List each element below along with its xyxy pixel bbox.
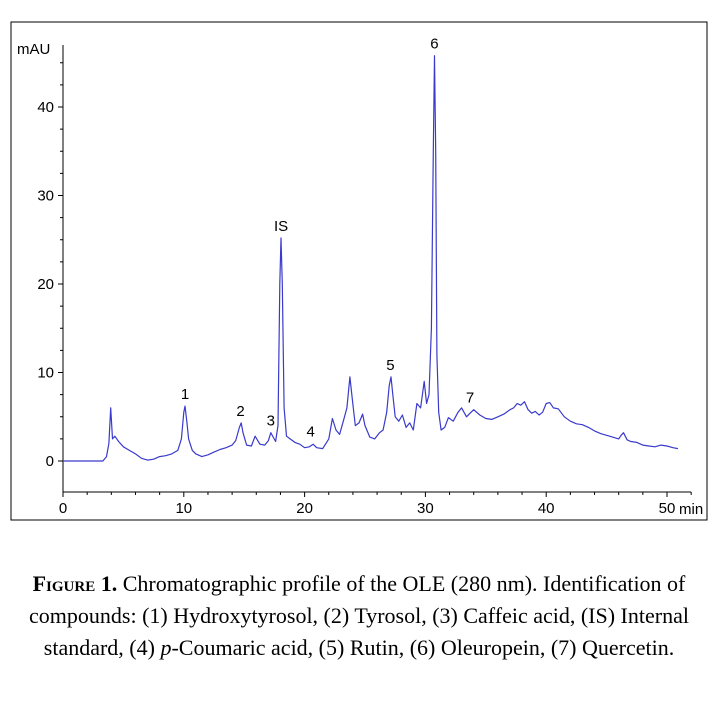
y-axis-unit: mAU xyxy=(17,41,50,58)
series-layer xyxy=(63,55,679,462)
peak-label: IS xyxy=(274,218,288,235)
x-tick-label: 0 xyxy=(59,500,67,517)
caption-label: Figure 1. xyxy=(32,571,118,596)
peak-label: 7 xyxy=(466,390,474,407)
chromatogram-trace xyxy=(63,55,679,462)
x-tick-label: 30 xyxy=(417,500,434,517)
axes: 0 10 20 30 40 0 10 20 30 40 50 xyxy=(37,45,692,517)
plot-frame xyxy=(10,21,708,521)
figure-caption: Figure 1. Chromatographic profile of the… xyxy=(22,568,696,664)
y-tick-label: 10 xyxy=(37,365,54,382)
peak-label: 2 xyxy=(236,403,244,420)
x-tick-label: 20 xyxy=(296,500,313,517)
x-tick-label: 40 xyxy=(538,500,555,517)
x-tick-label: 10 xyxy=(175,500,192,517)
y-tick-label: 0 xyxy=(46,453,54,470)
y-tick-label: 40 xyxy=(37,99,54,116)
caption-italic: p xyxy=(160,635,172,660)
peak-label: 3 xyxy=(267,413,275,430)
caption-text: Chromatographic profile of the OLE (280 … xyxy=(29,571,689,660)
x-tick-label: 50 xyxy=(659,500,676,517)
caption-text-end: -Coumaric acid, (5) Rutin, (6) Oleuropei… xyxy=(171,635,675,660)
y-tick-label: 20 xyxy=(37,276,54,293)
peak-label: 1 xyxy=(181,386,189,403)
x-axis-unit: min xyxy=(679,501,703,518)
peak-label: 4 xyxy=(306,423,314,440)
peak-label: 5 xyxy=(386,357,394,374)
peak-annotations: 1 2 3 IS 4 5 6 7 xyxy=(181,36,474,441)
chromatogram-chart: mAU min 0 10 20 30 40 0 10 20 30 40 50 1 2 3 IS 4 5 6 7 xyxy=(10,21,708,521)
y-tick-label: 30 xyxy=(37,188,54,205)
peak-label: 6 xyxy=(430,36,438,53)
